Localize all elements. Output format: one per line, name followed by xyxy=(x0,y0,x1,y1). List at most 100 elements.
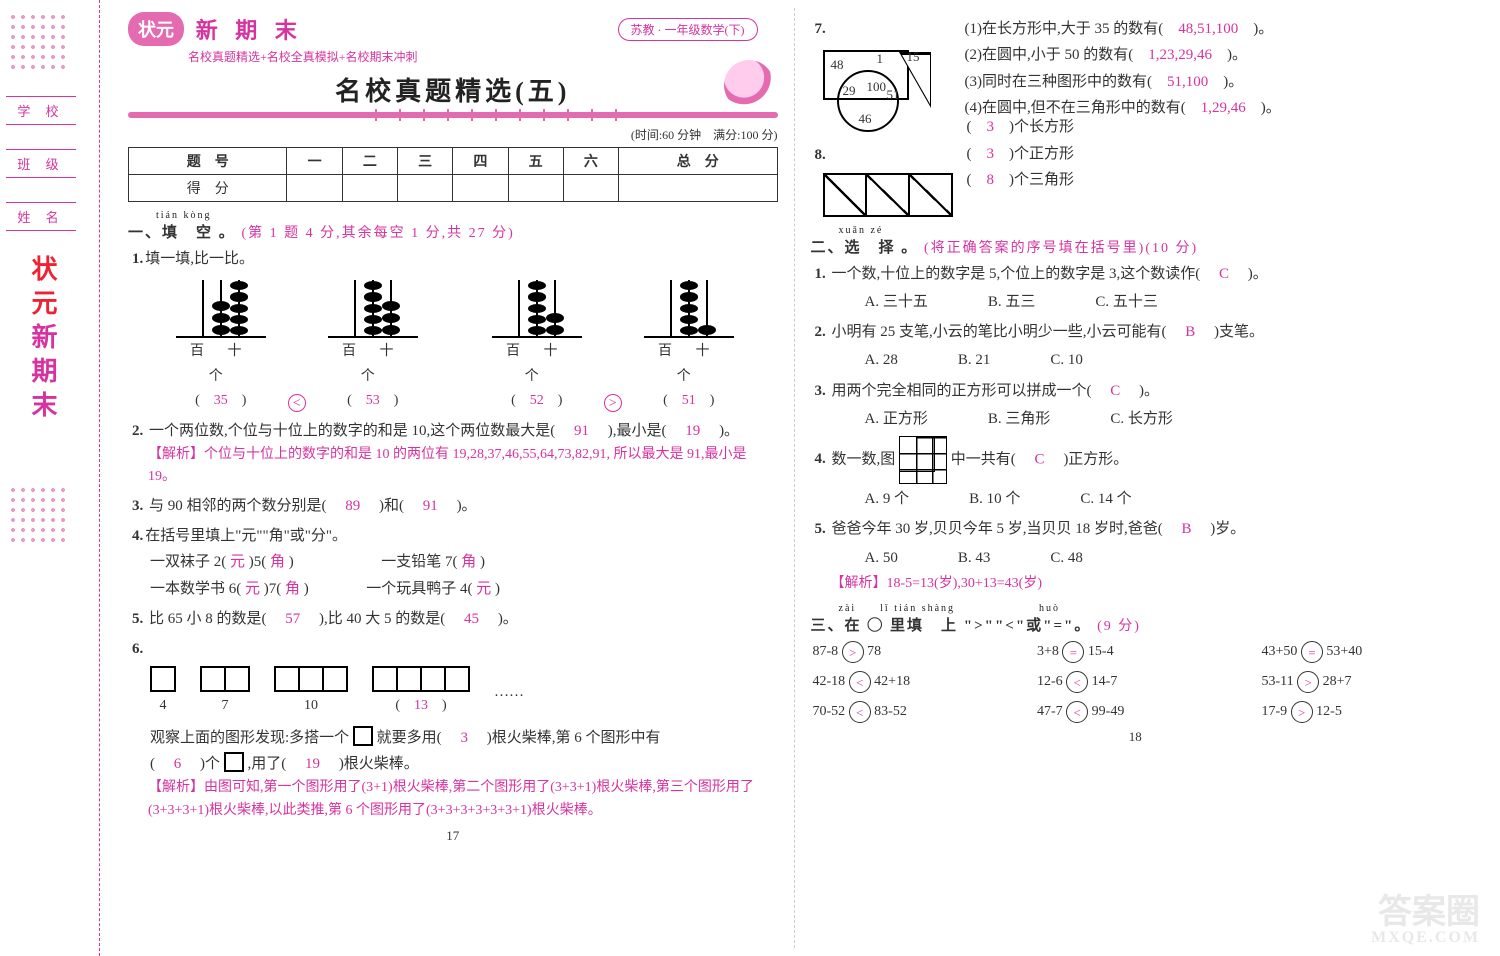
opt-b: B. 三角形 xyxy=(988,406,1051,432)
venn-n-d: 29 xyxy=(843,80,856,103)
opt-a: A. 三十五 xyxy=(865,289,928,315)
opt-c: C. 五十三 xyxy=(1095,289,1158,315)
compare-item: 87-8 > 78 xyxy=(813,641,1010,663)
q3-t3: )。 xyxy=(457,498,477,514)
opt-b: B. 43 xyxy=(958,545,991,571)
header-rule xyxy=(128,112,778,118)
th: 五 xyxy=(508,148,563,175)
q4: 4.在括号里填上"元""角"或"分"。 一双袜子 2( 元 )5( 角 ) 一支… xyxy=(132,523,778,602)
score-table: 题 号 一 二 三 四 五 六 总 分 得 分 xyxy=(128,147,778,202)
compare-item: 53-11 > 28+7 xyxy=(1262,671,1459,693)
vertical-brand: 状元新期末 xyxy=(24,255,61,455)
edition-pill: 苏教 · 一年级数学(下) xyxy=(618,18,758,41)
s2q4-t1: 数一数,图 xyxy=(832,451,896,467)
s2-q1: 1. 一个数,十位上的数字是 5,个位上的数字是 3,这个数读作( C )。 A… xyxy=(815,261,1461,316)
section-2-header: xuǎn zé 二、选 择 。 (将正确答案的序号填在括号里)(10 分) xyxy=(811,225,1461,257)
pinyin: tián kòng xyxy=(156,210,778,221)
q7-l3-a: 51,100 xyxy=(1167,74,1208,90)
q3-a2: 91 xyxy=(423,498,438,514)
series-subtitle: 名校真题精选+名校全真模拟+名校期末冲刺 xyxy=(188,48,778,65)
q7-l1-a: 48,51,100 xyxy=(1178,21,1238,37)
opt-c: C. 长方形 xyxy=(1110,406,1173,432)
match-cap-2: 7 xyxy=(222,694,229,719)
q4-r1-e: ) xyxy=(289,554,294,570)
q4-r2-re: ) xyxy=(495,581,500,597)
s2q2-t: 小明有 25 支笔,小云的笔比小明少一些,小云可能有( xyxy=(832,324,1167,340)
s2q3-t: 用两个完全相同的正方形可以拼成一个( xyxy=(832,383,1092,399)
match-cap-3: 10 xyxy=(304,694,318,719)
table-row: 题 号 一 二 三 四 五 六 总 分 xyxy=(129,148,778,175)
q4-r1-l: 一双袜子 2( xyxy=(150,554,226,570)
square-icon xyxy=(224,752,244,772)
q8-r1-p: ( xyxy=(967,119,972,135)
compare-circle: < xyxy=(288,394,306,412)
s2q5-t: 爸爸今年 30 岁,贝贝今年 5 岁,当贝贝 18 岁时,爸爸( xyxy=(832,521,1163,537)
th: 一 xyxy=(287,148,342,175)
q8: 8. ( 3 )个长方形 ( 3 )个正方形 ( 8 )个三角形 xyxy=(815,142,1461,220)
q8-r3-s: )个三角形 xyxy=(1009,172,1074,188)
q6-l2a: ( xyxy=(150,756,155,772)
section-1-header: tián kòng 一、填 空 。 (第 1 题 4 分,其余每空 1 分,共 … xyxy=(128,210,778,242)
q5-t3: )。 xyxy=(498,611,518,627)
pinyin: xuǎn zé xyxy=(839,225,1461,236)
s2q3-a: C xyxy=(1110,383,1120,399)
section-title: 三、在 ◯ 里填 上 ">""<"或"="。 xyxy=(811,618,1092,634)
q5-a2: 45 xyxy=(464,611,479,627)
q8-r2-s: )个正方形 xyxy=(1009,146,1074,162)
pinyin: zài lǐ tián shàng huò xyxy=(839,599,1461,614)
q7-l3-e: )。 xyxy=(1223,74,1243,90)
q2-t1: 一个两位数,个位与十位上的数字的和是 10,这个两位数最大是( xyxy=(149,423,555,439)
timing-info: (时间:60 分钟 满分:100 分) xyxy=(128,126,778,143)
opt-c: C. 10 xyxy=(1050,347,1083,373)
compare-item: 47-7 < 99-49 xyxy=(1037,701,1234,723)
margin-label-school: 学 校 xyxy=(6,96,76,125)
q8-r1-a: 3 xyxy=(987,119,995,135)
q4-r1-a3: 角 xyxy=(461,554,476,570)
th: 题 号 xyxy=(129,148,287,175)
q4-r2-a2: 角 xyxy=(285,581,300,597)
opt-a: A. 50 xyxy=(865,545,898,571)
q2-t2: ),最小是( xyxy=(608,423,667,439)
s2q4-e: )正方形。 xyxy=(1063,451,1128,467)
venn-n-a: 48 xyxy=(831,54,844,77)
abacus: 百 十 个( 52 ) xyxy=(492,276,582,414)
paper-title: 名校真题精选(五) xyxy=(128,71,778,108)
q4-r2-m: )7( xyxy=(264,581,282,597)
section-3-header: zài lǐ tián shàng huò 三、在 ◯ 里填 上 ">""<"或… xyxy=(811,599,1461,635)
shape-strip xyxy=(823,173,953,217)
page-number-right: 18 xyxy=(811,729,1461,745)
s2q1-a: C xyxy=(1219,266,1229,282)
compare-item: 43+50 = 53+40 xyxy=(1262,641,1459,663)
s2-q4: 4. 数一数,图 中一共有( C )正方形。 A. 9 个B. 10 个C. 1… xyxy=(815,436,1461,512)
match-cap-1: 4 xyxy=(160,694,167,719)
q1: 1.填一填,比一比。 百 十 个( 35 )<百 十 个( 53 )百 十 个(… xyxy=(132,246,778,414)
venn-n-e: 100 xyxy=(867,76,887,99)
compare-item: 42-18 < 42+18 xyxy=(813,671,1010,693)
q6-l2c: ,用了( xyxy=(248,756,287,772)
q5-t2: ),比 40 大 5 的数是( xyxy=(319,611,445,627)
s2q4-a: C xyxy=(1035,451,1045,467)
compare-item: 17-9 > 12-5 xyxy=(1262,701,1459,723)
q6-a2: 6 xyxy=(174,756,182,772)
q5-a1: 57 xyxy=(285,611,300,627)
brand-rest: 新期末 xyxy=(28,323,57,425)
venn-n-b: 1 xyxy=(877,48,884,71)
s2q5-e: )岁。 xyxy=(1210,521,1245,537)
q2: 2. 一个两位数,个位与十位上的数字的和是 10,这个两位数最大是( 91 ),… xyxy=(132,418,778,489)
q8-r3-p: ( xyxy=(967,172,972,188)
abacus: 百 十 个( 51 ) xyxy=(644,276,734,414)
q4-r2-r: 一个玩具鸭子 4( xyxy=(366,581,472,597)
section-points: (将正确答案的序号填在括号里)(10 分) xyxy=(924,241,1198,256)
s2q5-explain: 【解析】18-5=13(岁),30+13=43(岁) xyxy=(831,573,1461,595)
td: 得 分 xyxy=(129,175,287,202)
opt-b: B. 五三 xyxy=(988,289,1036,315)
q8-r3-a: 8 xyxy=(987,172,995,188)
th: 六 xyxy=(563,148,618,175)
s2-q3: 3. 用两个完全相同的正方形可以拼成一个( C )。 A. 正方形B. 三角形C… xyxy=(815,378,1461,433)
q8-r2-p: ( xyxy=(967,146,972,162)
q6-l1a: 观察上面的图形发现:多搭一个 xyxy=(150,730,349,746)
venn-n-c: 15 xyxy=(907,46,920,69)
q4-r1-a2: 角 xyxy=(270,554,285,570)
decor-dot-grid-top xyxy=(8,12,68,72)
q6: 6. 4 7 10 ( 13 ) …… 观察上面的图形发现:多搭一个 就要多用(… xyxy=(132,636,778,822)
